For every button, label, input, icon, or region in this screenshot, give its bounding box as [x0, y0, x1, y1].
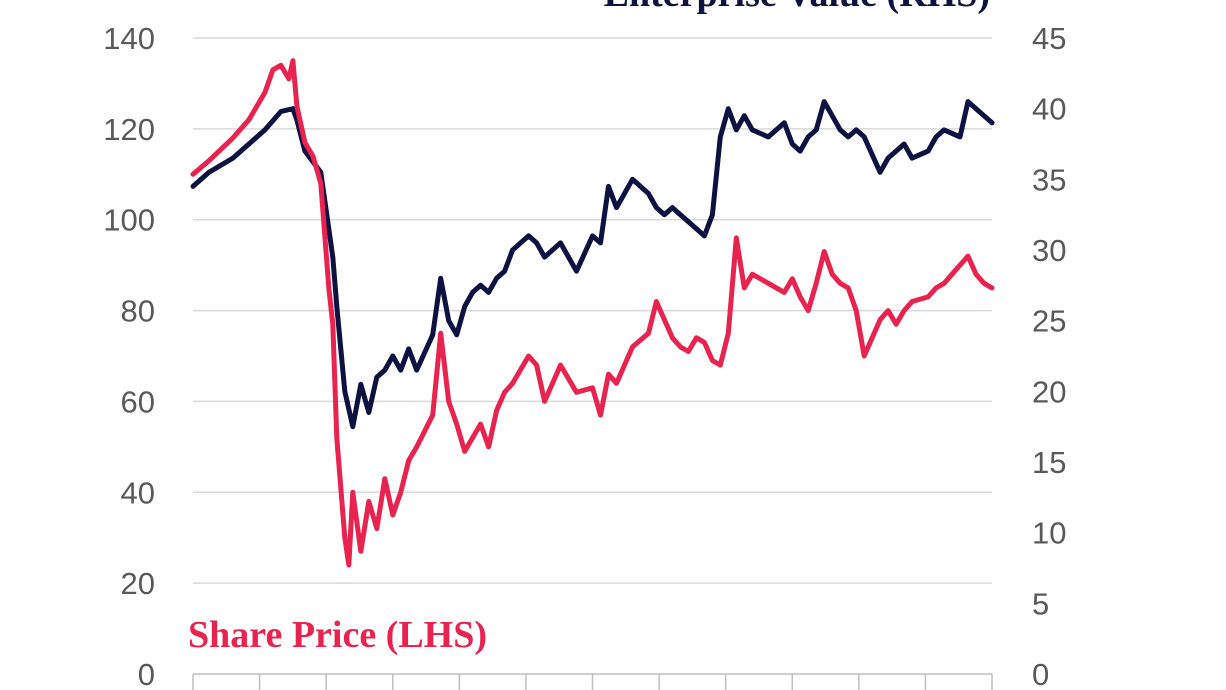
share-price-line	[190, 58, 995, 568]
right-tick-label: 0	[1032, 657, 1049, 690]
right-tick-label: 25	[1032, 304, 1066, 339]
left-tick-label: 100	[103, 203, 155, 238]
left-tick-label: 60	[121, 384, 155, 419]
right-tick-label: 45	[1032, 21, 1066, 56]
right-tick-label: 15	[1032, 445, 1066, 480]
series-lines	[190, 58, 995, 568]
legend-enterprise-value: Enterprise Value (RHS)	[604, 0, 990, 15]
right-axis-ticks: 0 5 10 15 20 25 30 35 40 45	[1032, 21, 1066, 690]
left-tick-label: 0	[138, 657, 155, 690]
left-tick-label: 40	[121, 475, 155, 510]
left-tick-label: 80	[121, 294, 155, 329]
right-tick-label: 30	[1032, 233, 1066, 268]
right-tick-label: 40	[1032, 92, 1066, 127]
left-tick-label: 140	[103, 21, 155, 56]
right-tick-label: 35	[1032, 162, 1066, 197]
gridlines	[193, 37, 992, 584]
left-tick-label: 120	[103, 112, 155, 147]
x-axis	[192, 673, 993, 690]
right-tick-label: 10	[1032, 516, 1066, 551]
left-axis-ticks: 0 20 40 60 80 100 120 140	[103, 21, 155, 690]
legend-share-price: Share Price (LHS)	[188, 614, 487, 656]
left-tick-label: 20	[121, 566, 155, 601]
enterprise-value-line	[190, 99, 995, 430]
right-tick-label: 5	[1032, 586, 1049, 621]
right-tick-label: 20	[1032, 374, 1066, 409]
